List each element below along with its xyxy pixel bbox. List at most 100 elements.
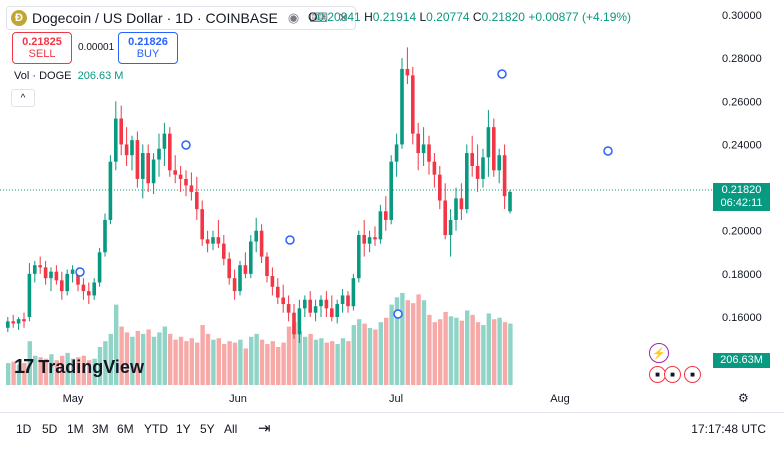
candle-body [373, 237, 377, 240]
volume-bar [43, 358, 49, 385]
price-tick: 0.28000 [722, 53, 762, 65]
candle-body [27, 273, 32, 317]
volume-bar [27, 341, 32, 385]
timeframe-ytd[interactable]: YTD [144, 422, 168, 436]
candle-body [178, 174, 183, 179]
us-flag-icon[interactable]: ■ [684, 366, 701, 383]
candle-body [119, 118, 123, 145]
volume-bar [49, 354, 54, 385]
candle-body [508, 191, 512, 212]
volume-bar [421, 300, 427, 385]
volume-bar [135, 330, 140, 385]
event-marker[interactable] [393, 309, 403, 319]
timeframe-3m[interactable]: 3M [92, 422, 109, 436]
tradingview-logo: 17 TradingView [14, 356, 144, 378]
event-marker[interactable] [181, 140, 191, 150]
candle-body [205, 239, 210, 244]
buy-button[interactable]: 0.21826 BUY [118, 32, 178, 64]
flash-icon[interactable]: ⚡ [649, 343, 669, 363]
volume-bar [486, 313, 491, 385]
volume-bar [211, 339, 216, 385]
candle-body [443, 200, 447, 236]
volume-bar [416, 294, 421, 385]
candle-body [168, 133, 172, 171]
collapse-legend-button[interactable]: ^ [11, 89, 35, 107]
time-tick: May [63, 393, 84, 405]
candle-body [270, 276, 275, 287]
candle-body [222, 243, 226, 259]
eye-icon[interactable]: ◉ [287, 10, 300, 25]
candle-body [254, 230, 258, 242]
candle-body [103, 219, 107, 253]
volume-bar [205, 333, 211, 385]
volume-bar [405, 300, 410, 385]
timeframe-1d[interactable]: 1D [16, 422, 32, 436]
event-marker[interactable] [285, 235, 295, 245]
symbol-title[interactable]: Dogecoin / US Dollar · 1D · COINBASE [32, 10, 278, 26]
volume-bar [54, 360, 59, 385]
candle-body [108, 161, 113, 220]
timeframe-1y[interactable]: 1Y [176, 422, 191, 436]
candle-body [124, 144, 129, 156]
volume-bar [60, 355, 65, 385]
utc-clock[interactable]: 17:17:48 UTC [691, 422, 766, 436]
event-marker[interactable] [497, 69, 507, 79]
timeframe-5d[interactable]: 5D [42, 422, 58, 436]
volume-bar [222, 344, 227, 385]
volume-bar [130, 336, 135, 385]
volume-bar [124, 332, 130, 385]
candle-body [49, 271, 53, 279]
sell-button[interactable]: 0.21825 SELL [12, 32, 72, 64]
candles [6, 47, 512, 343]
volume-bar [443, 311, 448, 385]
candle-body [6, 321, 10, 328]
calendar-range-icon[interactable]: ⇥ [258, 420, 271, 437]
volume-bar [265, 344, 270, 385]
candle-body [227, 258, 231, 279]
candle-body [65, 273, 69, 292]
candle-body [292, 312, 296, 335]
change-value: +0.00877 (+4.19%) [528, 10, 632, 24]
volume-bar [97, 347, 103, 385]
candle-body [189, 185, 194, 192]
volume-bar [232, 342, 238, 385]
volume-axis-label: 206.63M [713, 353, 770, 368]
candle-body [497, 155, 501, 171]
volume-bar [292, 322, 297, 385]
code-icon[interactable]: ⌨ [309, 10, 328, 25]
timeframe-6m[interactable]: 6M [117, 422, 134, 436]
candle-body [276, 286, 280, 298]
timeframe-1m[interactable]: 1M [67, 422, 84, 436]
volume-bar [330, 341, 335, 385]
volume-bar [38, 357, 43, 385]
timeframe-all[interactable]: All [224, 422, 238, 436]
symbol-header[interactable]: Ð Dogecoin / US Dollar · 1D · COINBASE ◉… [6, 6, 356, 30]
chart-canvas[interactable]: 0.300000.280000.260000.240000.220000.200… [0, 0, 784, 412]
volume-bar [249, 336, 254, 385]
price-tick: 0.26000 [722, 96, 762, 108]
close-icon[interactable]: ✕ [337, 10, 349, 25]
dogecoin-logo-icon: Ð [11, 10, 27, 26]
candle-body [308, 299, 312, 313]
volume-bar [162, 326, 167, 385]
us-flag-icon[interactable]: ■ [664, 366, 681, 383]
candle-body [362, 235, 366, 244]
timeframe-5y[interactable]: 5Y [200, 422, 215, 436]
candle-body [416, 133, 420, 154]
time-tick: Jun [229, 393, 247, 405]
candle-body [114, 118, 118, 162]
event-marker[interactable] [603, 146, 613, 156]
event-marker[interactable] [75, 267, 85, 277]
candle-body [92, 282, 96, 296]
candle-body [492, 127, 496, 171]
volume-bar [389, 304, 394, 385]
settings-icon[interactable]: ⚙ [738, 391, 749, 405]
candle-body [378, 211, 383, 240]
volume-bar [427, 314, 432, 385]
candle-body [157, 148, 161, 160]
candle-body [340, 295, 345, 305]
volume-bar [216, 338, 221, 385]
volume-bar [178, 336, 184, 385]
volume-bar [286, 326, 292, 385]
volume-bar [335, 344, 340, 385]
